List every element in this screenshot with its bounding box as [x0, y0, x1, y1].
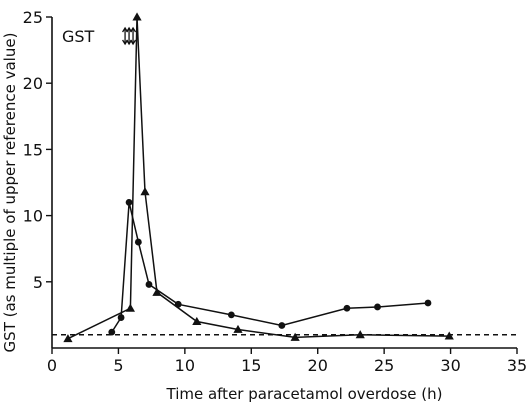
arrow-markers	[122, 26, 137, 46]
x-tick-label: 5	[113, 356, 123, 375]
chart-labels: GST Time after paracetamol overdose (h) …	[1, 27, 442, 403]
y-tick-label: 20	[23, 74, 43, 93]
x-tick-label: 25	[374, 356, 394, 375]
circle-point	[117, 314, 125, 321]
y-tick-label: 25	[23, 8, 43, 27]
triangle-point	[140, 187, 150, 196]
circle-point	[278, 322, 286, 329]
axes: 0 5 10 15 20 25 30 35 5 10 15 20 25	[23, 8, 528, 375]
circle-point	[343, 304, 351, 312]
circle-point	[134, 238, 142, 246]
triangle-point	[444, 331, 454, 340]
circle-point	[374, 303, 381, 311]
circle-point	[125, 198, 133, 206]
y-axis-title: GST (as multiple of upper reference valu…	[1, 33, 19, 353]
triangle-point	[290, 332, 300, 341]
circle-point	[227, 311, 235, 319]
arrow-head	[129, 26, 137, 33]
x-tick-label: 15	[241, 356, 261, 375]
x-tick-label: 0	[47, 356, 57, 375]
x-tick-label: 30	[440, 356, 460, 375]
arrow-head	[129, 39, 137, 46]
series-lines	[67, 16, 450, 340]
x-tick-label: 10	[175, 356, 195, 375]
series-triangle-line	[67, 16, 450, 340]
triangle-point	[233, 324, 243, 333]
x-axis-title: Time after paracetamol overdose (h)	[166, 385, 443, 403]
triangle-point	[132, 12, 142, 21]
triangle-point	[125, 303, 135, 312]
series-circle-line	[111, 202, 429, 333]
triangle-point	[192, 316, 202, 325]
circle-point	[424, 299, 432, 307]
circle-point	[108, 328, 116, 336]
x-tick-label: 35	[507, 356, 527, 375]
triangle-point	[355, 330, 365, 339]
x-tick-label: 20	[308, 356, 328, 375]
triangle-point	[63, 334, 73, 343]
triangle-point	[152, 287, 162, 296]
y-tick-label: 5	[33, 273, 43, 292]
panel-label: GST	[62, 27, 95, 46]
series-markers	[63, 12, 454, 343]
circle-point	[145, 281, 153, 288]
y-tick-label: 10	[23, 207, 43, 226]
y-tick-label: 15	[23, 140, 43, 159]
circle-point	[174, 300, 182, 308]
